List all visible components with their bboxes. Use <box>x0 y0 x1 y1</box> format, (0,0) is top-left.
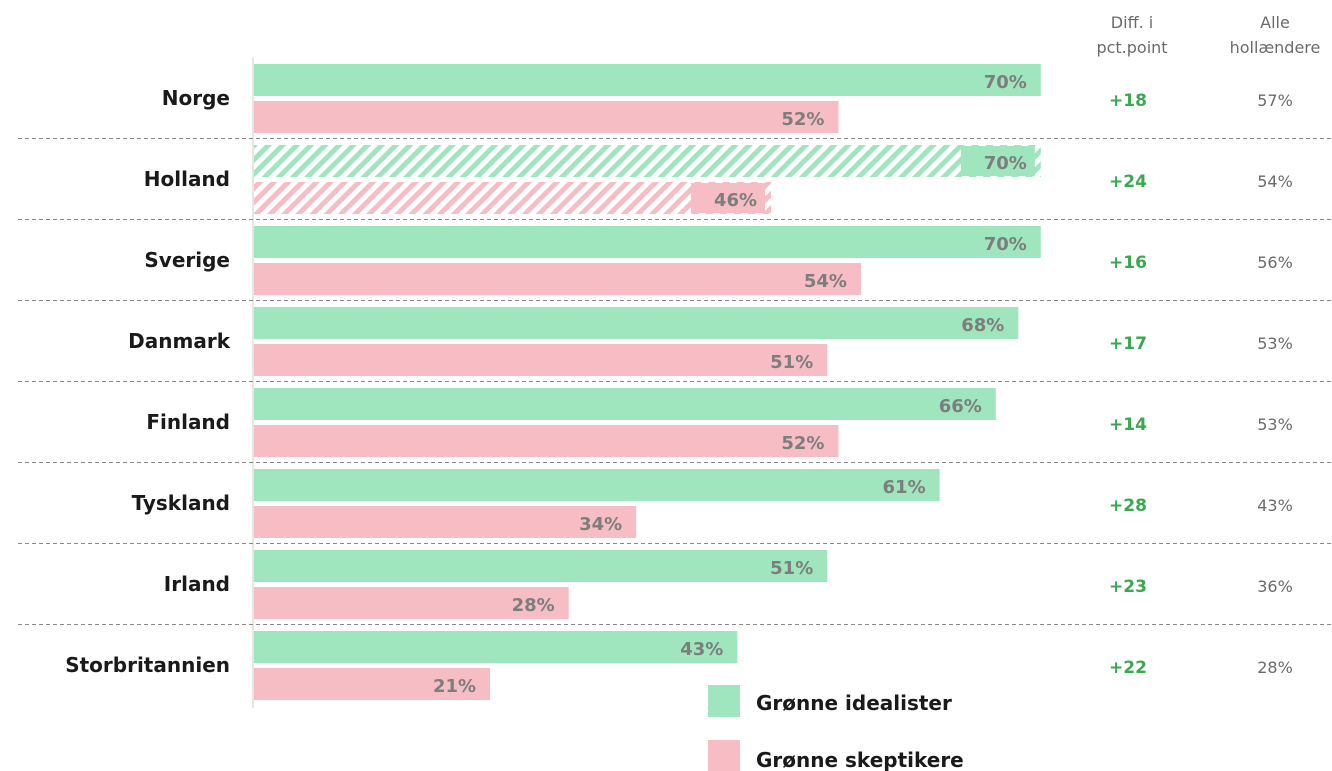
bar-green-tyskland <box>254 469 940 501</box>
value-label-pink-sverige: 54% <box>804 271 847 292</box>
chart-rows: Norge 70% 52% +18 57% Holland 70% 46% +24 54% Sver… <box>18 64 1332 700</box>
diff-label-storbritannien: +22 <box>1109 658 1147 678</box>
category-label-finland: Finland <box>146 410 230 434</box>
bar-green-storbritannien <box>254 631 738 663</box>
value-label-green-irland: 51% <box>770 558 813 579</box>
all-dutch-label-irland: 36% <box>1257 577 1293 596</box>
bar-pink-finland <box>254 425 839 457</box>
all-dutch-label-holland: 54% <box>1257 172 1293 191</box>
label-backdrop-green-holland <box>960 146 1035 176</box>
category-label-holland: Holland <box>144 167 230 191</box>
bar-pink-storbritannien <box>254 668 491 700</box>
diff-label-norge: +18 <box>1109 91 1147 111</box>
all-dutch-label-danmark: 53% <box>1257 334 1293 353</box>
diff-label-danmark: +17 <box>1109 334 1147 354</box>
value-label-green-holland: 70% <box>984 153 1027 174</box>
value-label-pink-irland: 28% <box>512 595 555 616</box>
value-label-green-finland: 66% <box>939 396 982 417</box>
category-label-danmark: Danmark <box>128 329 231 353</box>
category-label-irland: Irland <box>164 572 230 596</box>
category-label-norge: Norge <box>162 86 230 110</box>
bar-green-irland <box>254 550 828 582</box>
category-label-storbritannien: Storbritannien <box>65 653 230 677</box>
diff-header-line2: pct.point <box>1096 38 1167 57</box>
bar-green-finland <box>254 388 996 420</box>
legend-swatch-green <box>708 685 740 717</box>
value-label-pink-danmark: 51% <box>770 352 813 373</box>
legend-label-green: Grønne idealister <box>756 691 952 715</box>
bar-pink-norge <box>254 101 839 133</box>
diff-label-holland: +24 <box>1109 172 1147 192</box>
diff-label-tyskland: +28 <box>1109 496 1147 516</box>
label-backdrop-pink-holland <box>691 183 766 213</box>
legend-label-pink: Grønne skeptikere <box>756 748 964 771</box>
bar-pink-holland <box>254 182 772 214</box>
all-dutch-header-line2: hollændere <box>1230 38 1321 57</box>
diff-label-sverige: +16 <box>1109 253 1147 273</box>
value-label-green-storbritannien: 43% <box>680 639 723 660</box>
value-label-green-norge: 70% <box>984 72 1027 93</box>
value-label-green-danmark: 68% <box>961 315 1004 336</box>
value-label-pink-holland: 46% <box>714 190 757 211</box>
diff-header-line1: Diff. i <box>1111 13 1153 32</box>
bar-green-holland <box>254 145 1041 177</box>
diff-label-irland: +23 <box>1109 577 1147 597</box>
legend-swatch-pink <box>708 740 740 771</box>
all-dutch-label-sverige: 56% <box>1257 253 1293 272</box>
value-label-pink-finland: 52% <box>781 433 824 454</box>
diff-label-finland: +14 <box>1109 415 1147 435</box>
category-label-sverige: Sverige <box>144 248 230 272</box>
bar-green-danmark <box>254 307 1019 339</box>
bar-green-sverige <box>254 226 1041 258</box>
value-label-pink-tyskland: 34% <box>579 514 622 535</box>
value-label-green-tyskland: 61% <box>883 477 926 498</box>
all-dutch-label-finland: 53% <box>1257 415 1293 434</box>
bar-green-norge <box>254 64 1041 96</box>
bar-pink-tyskland <box>254 506 637 538</box>
bar-pink-sverige <box>254 263 861 295</box>
bar-pink-danmark <box>254 344 828 376</box>
bar-pink-irland <box>254 587 569 619</box>
all-dutch-label-tyskland: 43% <box>1257 496 1293 515</box>
all-dutch-label-norge: 57% <box>1257 91 1293 110</box>
value-label-pink-storbritannien: 21% <box>433 676 476 697</box>
value-label-pink-norge: 52% <box>781 109 824 130</box>
all-dutch-header-line1: Alle <box>1260 13 1290 32</box>
category-label-tyskland: Tyskland <box>132 491 230 515</box>
value-label-green-sverige: 70% <box>984 234 1027 255</box>
all-dutch-label-storbritannien: 28% <box>1257 658 1293 677</box>
